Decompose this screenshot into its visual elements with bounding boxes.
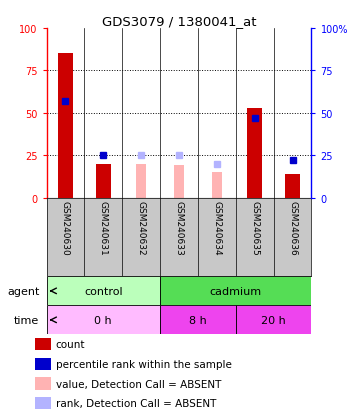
Bar [47, 277, 160, 306]
Title: GDS3079 / 1380041_at: GDS3079 / 1380041_at [102, 15, 256, 28]
Bar [160, 277, 311, 306]
Bar [174, 166, 184, 198]
Text: percentile rank within the sample: percentile rank within the sample [56, 359, 232, 369]
Bar [236, 306, 311, 335]
Bar [35, 377, 51, 390]
Bar [35, 358, 51, 370]
Text: GSM240632: GSM240632 [137, 201, 146, 255]
Text: 8 h: 8 h [189, 315, 207, 325]
Bar [58, 54, 73, 198]
Text: GSM240630: GSM240630 [61, 201, 70, 255]
Text: time: time [14, 315, 39, 325]
Text: GSM240631: GSM240631 [99, 201, 108, 255]
Text: control: control [84, 286, 123, 296]
Text: GSM240636: GSM240636 [288, 201, 297, 255]
Bar [247, 109, 262, 198]
Text: cadmium: cadmium [210, 286, 262, 296]
Text: GSM240633: GSM240633 [174, 201, 184, 255]
Text: count: count [56, 339, 85, 349]
Bar [96, 164, 111, 198]
Bar [212, 173, 222, 198]
Bar [47, 306, 160, 335]
Bar [136, 164, 146, 198]
Text: value, Detection Call = ABSENT: value, Detection Call = ABSENT [56, 379, 221, 389]
Bar [35, 397, 51, 409]
Bar [160, 306, 236, 335]
Text: 20 h: 20 h [261, 315, 286, 325]
Bar [35, 338, 51, 351]
Text: GSM240634: GSM240634 [212, 201, 221, 255]
Text: GSM240635: GSM240635 [250, 201, 259, 255]
Text: agent: agent [7, 286, 39, 296]
Text: 0 h: 0 h [95, 315, 112, 325]
Text: rank, Detection Call = ABSENT: rank, Detection Call = ABSENT [56, 398, 216, 408]
Bar [285, 175, 300, 198]
